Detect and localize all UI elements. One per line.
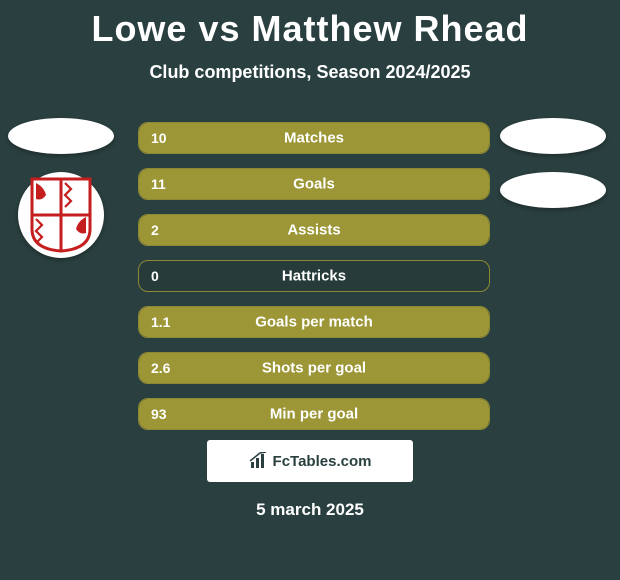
- player1-badge-ellipse: [8, 118, 114, 154]
- stat-bar: 1.1 Goals per match: [138, 306, 490, 338]
- stat-bar-value: 2.6: [151, 360, 170, 376]
- stat-bar-label: Min per goal: [270, 406, 358, 423]
- stat-bar-label: Hattricks: [282, 268, 346, 285]
- stat-bar-value: 1.1: [151, 314, 170, 330]
- right-badges: [500, 118, 606, 208]
- stat-bars: 10 Matches 11 Goals 2 Assists 0 Hattricks 1.1 Goa…: [138, 122, 490, 430]
- subtitle: Club competitions, Season 2024/2025: [0, 62, 620, 83]
- stat-bar: 10 Matches: [138, 122, 490, 154]
- stat-bar-label: Goals: [293, 176, 335, 193]
- shield-icon: [28, 177, 94, 253]
- footer-attribution[interactable]: FcTables.com: [207, 440, 413, 482]
- stat-bar-value: 2: [151, 222, 159, 238]
- stat-bar-label: Shots per goal: [262, 360, 366, 377]
- player2-badge-ellipse-1: [500, 118, 606, 154]
- stat-bar-label: Matches: [284, 130, 344, 147]
- stat-bar: 0 Hattricks: [138, 260, 490, 292]
- stat-bar-value: 0: [151, 268, 159, 284]
- page-title: Lowe vs Matthew Rhead: [0, 0, 620, 50]
- stat-bar-label: Goals per match: [255, 314, 373, 331]
- left-badges: [8, 118, 114, 258]
- stat-bar: 2 Assists: [138, 214, 490, 246]
- player1-club-badge: [18, 172, 104, 258]
- stat-bar-value: 93: [151, 406, 167, 422]
- stat-bar-value: 11: [151, 176, 166, 192]
- footer-site-name: FcTables.com: [273, 453, 372, 470]
- stat-bar: 93 Min per goal: [138, 398, 490, 430]
- stat-bar-label: Assists: [287, 222, 340, 239]
- date-text: 5 march 2025: [256, 500, 364, 520]
- stat-bar-value: 10: [151, 130, 167, 146]
- stat-bar: 11 Goals: [138, 168, 490, 200]
- player2-badge-ellipse-2: [500, 172, 606, 208]
- stat-bar: 2.6 Shots per goal: [138, 352, 490, 384]
- chart-icon: [249, 452, 269, 470]
